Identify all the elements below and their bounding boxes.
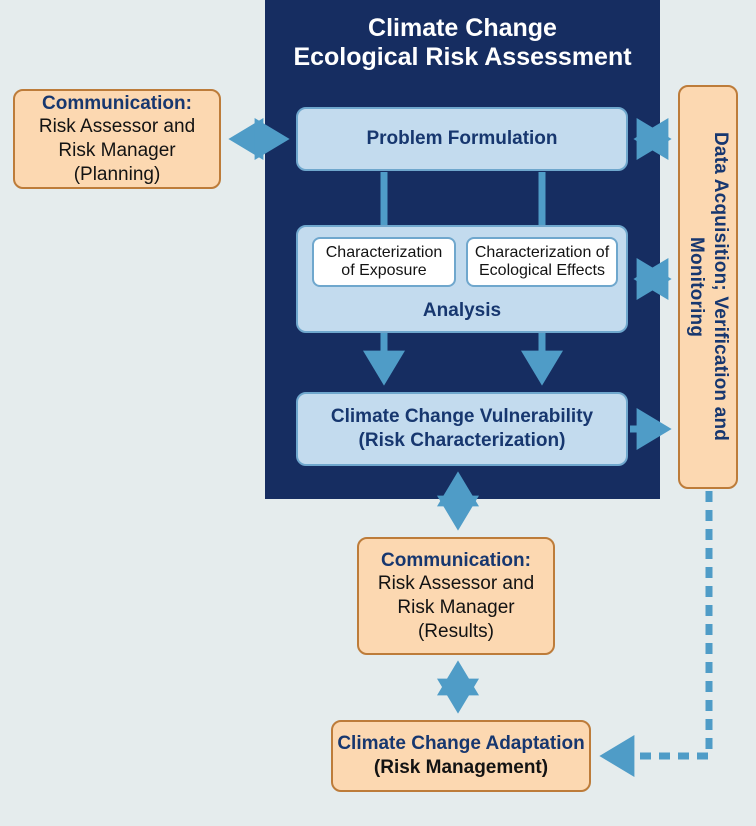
comm-planning-l3: (Planning): [74, 163, 161, 187]
node-char-effects: Characterization of Ecological Effects: [466, 237, 618, 287]
node-comm-planning: Communication: Risk Assessor and Risk Ma…: [13, 89, 221, 189]
comm-results-bold: Communication:: [381, 549, 531, 573]
main-title: Climate Change Ecological Risk Assessmen…: [265, 14, 660, 72]
comm-results-l1: Risk Assessor and: [378, 572, 534, 596]
vulnerability-l1: Climate Change Vulnerability: [331, 405, 593, 429]
node-char-exposure: Characterization of Exposure: [312, 237, 456, 287]
comm-planning-l1: Risk Assessor and: [39, 115, 195, 139]
node-comm-results: Communication: Risk Assessor and Risk Ma…: [357, 537, 555, 655]
title-line2: Ecological Risk Assessment: [265, 43, 660, 72]
node-adaptation: Climate Change Adaptation (Risk Manageme…: [331, 720, 591, 792]
comm-results-l3: (Results): [418, 620, 494, 644]
vulnerability-l2: (Risk Characterization): [359, 429, 566, 453]
comm-planning-bold: Communication:: [42, 92, 192, 116]
char-exposure-l1: Characterization: [326, 244, 443, 262]
char-effects-l1: Characterization of: [475, 244, 609, 262]
comm-results-l2: Risk Manager: [397, 596, 514, 620]
adaptation-l2: (Risk Management): [374, 756, 548, 780]
problem-formulation-label: Problem Formulation: [366, 127, 557, 151]
node-problem-formulation: Problem Formulation: [296, 107, 628, 171]
analysis-label: Analysis: [298, 299, 626, 323]
data-acq-label: Data Acquisition; Verification and Monit…: [684, 87, 732, 487]
diagram-canvas: Climate Change Ecological Risk Assessmen…: [0, 0, 756, 826]
char-exposure-l2: of Exposure: [341, 262, 426, 280]
char-effects-l2: Ecological Effects: [479, 262, 605, 280]
node-vulnerability: Climate Change Vulnerability (Risk Chara…: [296, 392, 628, 466]
title-line1: Climate Change: [265, 14, 660, 43]
adaptation-l1: Climate Change Adaptation: [337, 732, 584, 756]
node-data-acq: Data Acquisition; Verification and Monit…: [678, 85, 738, 489]
comm-planning-l2: Risk Manager: [58, 139, 175, 163]
